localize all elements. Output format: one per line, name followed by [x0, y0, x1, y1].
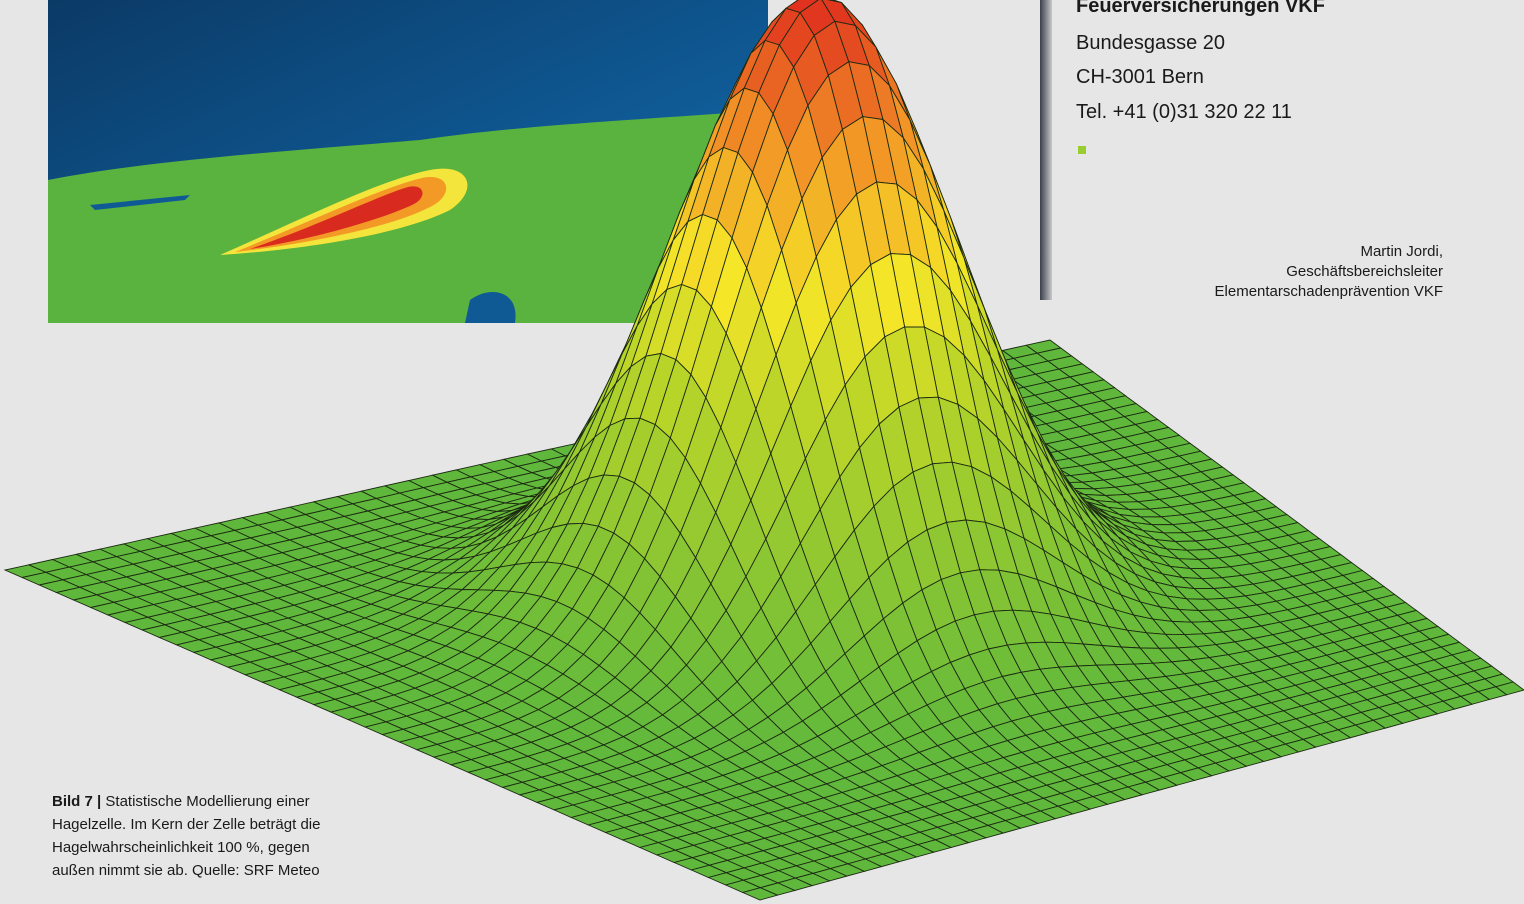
- column-rule: [1040, 0, 1052, 300]
- caption-text: Statistische Modellierung einer: [105, 793, 310, 810]
- caption-line: Hagelzelle. Im Kern der Zelle beträgt di…: [52, 816, 321, 833]
- address-line: CH-3001 Bern: [1076, 66, 1204, 88]
- author-role: Geschäftsbereichsleiter: [1286, 263, 1443, 280]
- map-image: [48, 0, 768, 323]
- caption-line: außen nimmt sie ab. Quelle: SRF Meteo: [52, 862, 320, 879]
- caption-line: Bild 7 | Statistische Modellierung einer: [52, 793, 310, 810]
- author-role: Elementarschadenprävention VKF: [1214, 283, 1443, 300]
- surface-cell: [741, 887, 779, 901]
- hail-zone-core: [250, 186, 423, 249]
- author-name: Martin Jordi,: [1360, 243, 1443, 260]
- map-lake: [465, 291, 516, 323]
- probability-surface: [3, 0, 1524, 901]
- organization: Feuerversicherungen VKF: [1076, 0, 1325, 17]
- map-lake: [90, 195, 190, 210]
- bullet: [1078, 146, 1086, 154]
- address-line: Bundesgasse 20: [1076, 32, 1226, 54]
- caption-label: Bild 7 |: [52, 793, 102, 810]
- phone: Tel. +41 (0)31 320 22 11: [1076, 101, 1292, 123]
- caption-line: Hagelwahrscheinlichkeit 100 %, gegen: [52, 839, 310, 856]
